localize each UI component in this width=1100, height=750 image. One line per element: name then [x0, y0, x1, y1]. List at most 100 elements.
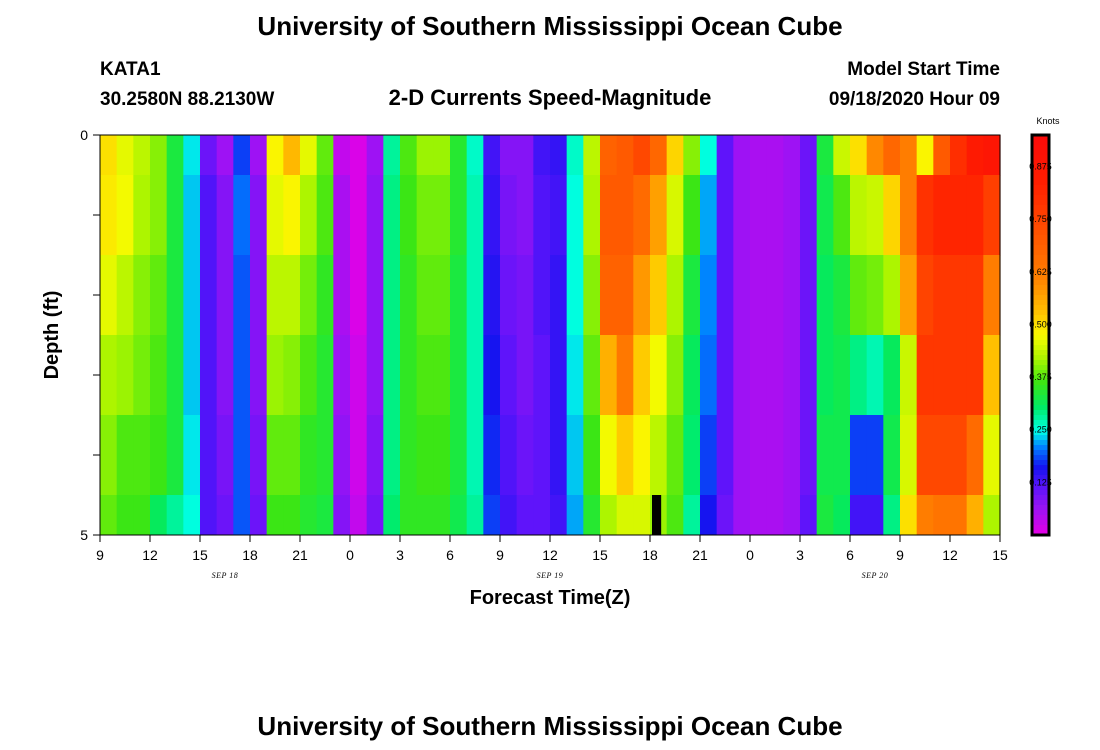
heatmap-cell — [866, 335, 884, 416]
heatmap-cell — [350, 175, 368, 256]
colorbar-segment — [1032, 175, 1049, 181]
heatmap-cell — [400, 135, 418, 176]
heatmap-cell — [633, 255, 651, 336]
heatmap-cell — [483, 335, 501, 416]
heatmap-cell — [683, 415, 701, 496]
heatmap-cell — [383, 495, 401, 536]
heatmap-cell — [300, 255, 318, 336]
missing-data-marker — [652, 495, 662, 535]
colorbar-segment — [1032, 515, 1049, 521]
heatmap-cell — [816, 135, 834, 176]
colorbar-segment — [1032, 385, 1049, 391]
heatmap-cell — [983, 415, 1001, 496]
heatmap-cell — [850, 255, 868, 336]
heatmap-cell — [350, 255, 368, 336]
heatmap-cell — [150, 135, 168, 176]
heatmap-cell — [516, 415, 534, 496]
colorbar-segment — [1032, 260, 1049, 266]
heatmap-cell — [266, 175, 284, 256]
heatmap-cell — [966, 415, 984, 496]
heatmap-cell — [616, 335, 634, 416]
heatmap-cell — [216, 255, 234, 336]
y-axis-title: Depth (ft) — [41, 291, 63, 380]
heatmap-cell — [900, 135, 918, 176]
heatmap-cell — [250, 415, 268, 496]
heatmap-cell — [183, 415, 201, 496]
heatmap-cell — [316, 415, 334, 496]
heatmap-cell — [800, 255, 818, 336]
heatmap-cell — [550, 335, 568, 416]
colorbar-segment — [1032, 445, 1049, 451]
heatmap-cell — [433, 335, 451, 416]
colorbar-segment — [1032, 325, 1049, 331]
heatmap-cell — [966, 495, 984, 536]
heatmap-cell — [616, 175, 634, 256]
heatmap-cell — [666, 495, 684, 536]
x-tick-label: 0 — [346, 547, 354, 563]
colorbar-segment — [1032, 360, 1049, 366]
heatmap-cell — [100, 495, 118, 536]
colorbar-tick-label: 0.250 — [1029, 425, 1052, 435]
heatmap-cell — [366, 175, 384, 256]
heatmap-cell — [833, 415, 851, 496]
x-axis: 9 12 15 18 21 0 3 6 9 12 15 18 21 0 3 6 9 12 15 SEP 18 SEP 1… — [96, 535, 1008, 580]
heatmap-cell — [500, 255, 518, 336]
heatmap-cell — [816, 495, 834, 536]
heatmap-cell — [350, 415, 368, 496]
colorbar-segment — [1032, 475, 1049, 481]
heatmap-cell — [783, 495, 801, 536]
heatmap-cell — [966, 255, 984, 336]
heatmap-cell — [416, 135, 434, 176]
heatmap-cell — [516, 175, 534, 256]
heatmap-cell — [583, 335, 601, 416]
heatmap-cell — [916, 335, 934, 416]
heatmap-cell — [333, 495, 351, 536]
heatmap-cell — [333, 255, 351, 336]
colorbar-segment — [1032, 505, 1049, 511]
colorbar-segment — [1032, 375, 1049, 381]
heatmap-cell — [233, 255, 251, 336]
heatmap-cell — [350, 335, 368, 416]
heatmap-cell — [950, 135, 968, 176]
heatmap-cell — [383, 175, 401, 256]
heatmap-cell — [550, 415, 568, 496]
heatmap-cell — [583, 175, 601, 256]
heatmap-cell — [583, 415, 601, 496]
heatmap-cell — [266, 415, 284, 496]
colorbar-tick-label: 0.500 — [1029, 319, 1052, 329]
heatmap-cell — [200, 255, 218, 336]
heatmap-cell — [500, 415, 518, 496]
colorbar-segment — [1032, 495, 1049, 501]
main-title-bottom: University of Southern Mississippi Ocean… — [257, 711, 842, 741]
heatmap-cell — [316, 135, 334, 176]
heatmap-cell — [100, 135, 118, 176]
heatmap-cell — [983, 175, 1001, 256]
heatmap-cell — [466, 335, 484, 416]
station-coords: 30.2580N 88.2130W — [100, 89, 274, 110]
heatmap-cell — [583, 255, 601, 336]
heatmap-cell — [566, 335, 584, 416]
heatmap-cell — [900, 175, 918, 256]
heatmap-cell — [316, 255, 334, 336]
heatmap-cell — [350, 495, 368, 536]
colorbar-segment — [1032, 440, 1049, 446]
heatmap-cell — [133, 335, 151, 416]
x-date-label: SEP 19 — [537, 571, 564, 580]
heatmap-cell — [833, 135, 851, 176]
colorbar-segment — [1032, 290, 1049, 296]
heatmap-cell — [683, 175, 701, 256]
colorbar-tick-label: 0.750 — [1029, 214, 1052, 224]
x-tick-label: 3 — [796, 547, 804, 563]
heatmap-cell — [216, 335, 234, 416]
heatmap-cell — [500, 175, 518, 256]
heatmap-cell — [300, 415, 318, 496]
heatmap-cell — [200, 335, 218, 416]
heatmap-cell — [783, 415, 801, 496]
colorbar-segment — [1032, 415, 1049, 421]
colorbar-segment — [1032, 285, 1049, 291]
heatmap-cell — [150, 495, 168, 536]
heatmap-cell — [750, 255, 768, 336]
heatmap-cell — [766, 255, 784, 336]
colorbar-segment — [1032, 405, 1049, 411]
colorbar-segment — [1032, 265, 1049, 271]
